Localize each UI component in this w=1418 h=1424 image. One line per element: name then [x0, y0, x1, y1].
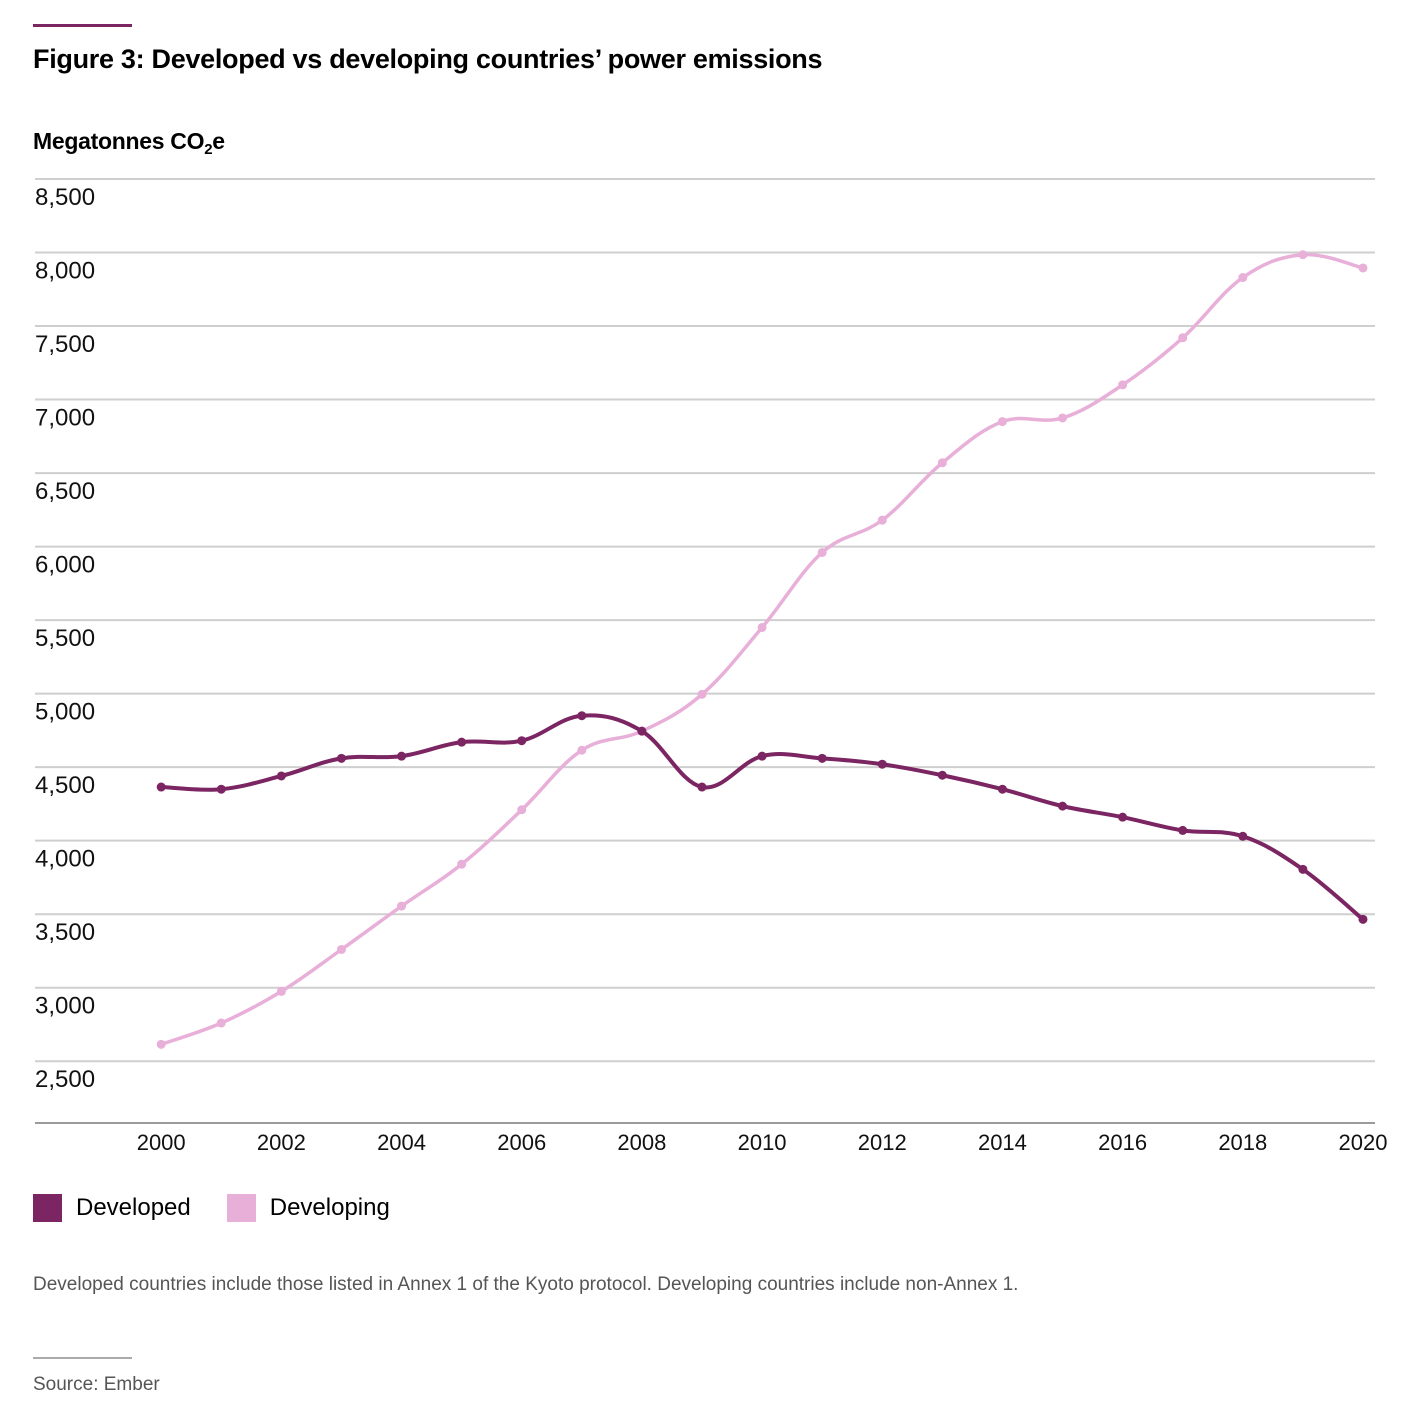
y-tick-label: 3,500: [35, 919, 95, 946]
data-point-developed: [997, 784, 1007, 794]
y-tick-label: 8,000: [35, 258, 95, 285]
source-divider: [33, 1357, 132, 1359]
data-point-developing: [1358, 263, 1368, 273]
data-point-developing: [997, 417, 1007, 427]
title-accent-bar: [33, 24, 132, 27]
legend-swatch-developing: [226, 1194, 256, 1222]
line-developing: [160, 252, 1364, 1046]
y-axis-label-main: Megatonnes CO: [33, 128, 205, 154]
data-point-developing: [1178, 333, 1188, 343]
data-point-developing: [1118, 380, 1128, 390]
x-tick-label: 2004: [377, 1130, 426, 1155]
x-tick-label: 2020: [1339, 1130, 1388, 1155]
data-point-developed: [1058, 801, 1068, 811]
data-point-developed: [1238, 831, 1248, 841]
x-tick-label: 2006: [497, 1130, 546, 1155]
data-point-developed: [697, 782, 707, 792]
data-point-developing: [697, 689, 707, 699]
y-axis-label: Megatonnes CO2e: [33, 128, 225, 158]
x-axis-ticks: 2000 2002 2004 2006 2008 2010 2012 2014 2016 2018…: [137, 1130, 1388, 1155]
data-point-developing: [276, 986, 286, 996]
data-point-developed: [1358, 914, 1368, 924]
data-point-developing: [757, 622, 767, 632]
x-tick-label: 2012: [858, 1130, 907, 1155]
data-point-developed: [877, 759, 887, 769]
data-point-developing: [457, 859, 467, 869]
data-point-developed: [577, 711, 587, 721]
data-point-developed: [216, 784, 226, 794]
y-tick-label: 6,000: [35, 552, 95, 579]
data-point-developing: [877, 515, 887, 525]
data-point-developing: [156, 1039, 166, 1049]
gridlines: [35, 178, 1375, 1063]
legend-label-developed: Developed: [76, 1194, 191, 1221]
x-tick-label: 2014: [978, 1130, 1027, 1155]
data-point-developing: [577, 745, 587, 755]
data-point-developed: [276, 771, 286, 781]
series-developed: [156, 711, 1368, 924]
y-tick-label: 7,500: [35, 331, 95, 358]
x-tick-label: 2002: [257, 1130, 306, 1155]
data-point-developed: [457, 737, 467, 747]
data-point-developing: [397, 901, 407, 911]
data-point-developed: [817, 753, 827, 763]
data-point-developing: [517, 805, 527, 815]
legend-item-developed: Developed: [33, 1194, 191, 1222]
legend-label-developing: Developing: [269, 1194, 390, 1221]
source-text: Source: Ember: [33, 1374, 160, 1395]
legend-item-developing: Developing: [226, 1194, 390, 1222]
x-tick-label: 2010: [738, 1130, 787, 1155]
y-tick-label: 5,000: [35, 699, 95, 726]
x-tick-label: 2018: [1218, 1130, 1267, 1155]
y-tick-label: 6,500: [35, 478, 95, 505]
data-point-developing: [937, 458, 947, 468]
y-tick-label: 7,000: [35, 405, 95, 432]
data-point-developed: [637, 726, 647, 736]
y-tick-label: 4,000: [35, 846, 95, 873]
data-point-developing: [1298, 250, 1308, 260]
data-point-developed: [1298, 864, 1308, 874]
line-developed: [161, 713, 1365, 921]
y-tick-label: 8,500: [35, 184, 95, 211]
legend-swatch-developed: [33, 1194, 62, 1222]
y-axis-label-tail: e: [212, 128, 225, 154]
line-chart: 2,500 3,000 3,500 4,000 4,500 5,000 5,500 6,000…: [35, 178, 1388, 1155]
series-group: [156, 250, 1368, 1049]
x-tick-label: 2008: [617, 1130, 666, 1155]
data-point-developed: [156, 782, 166, 792]
data-point-developed: [757, 751, 767, 761]
data-point-developing: [1058, 413, 1068, 423]
y-axis-label-subscript: 2: [204, 141, 213, 158]
data-point-developed: [1178, 825, 1188, 835]
x-tick-label: 2016: [1098, 1130, 1147, 1155]
data-point-developed: [1118, 812, 1128, 822]
y-tick-label: 3,000: [35, 993, 95, 1020]
y-tick-label: 2,500: [35, 1066, 95, 1093]
data-point-developed: [336, 753, 346, 763]
data-point-developed: [397, 751, 407, 761]
data-point-developing: [817, 547, 827, 557]
chart-title: Figure 3: Developed vs developing countr…: [33, 44, 823, 74]
y-axis-ticks: 2,500 3,000 3,500 4,000 4,500 5,000 5,500 6,000…: [35, 184, 95, 1093]
data-point-developed: [937, 770, 947, 780]
data-point-developing: [216, 1018, 226, 1028]
series-developing: [156, 250, 1368, 1049]
data-point-developing: [336, 944, 346, 954]
x-tick-label: 2000: [137, 1130, 186, 1155]
footnote: Developed countries include those listed…: [33, 1274, 1019, 1295]
legend: Developed Developing: [33, 1194, 426, 1222]
y-tick-label: 4,500: [35, 772, 95, 799]
y-tick-label: 5,500: [35, 625, 95, 652]
data-point-developed: [517, 736, 527, 746]
data-point-developing: [1238, 273, 1248, 283]
